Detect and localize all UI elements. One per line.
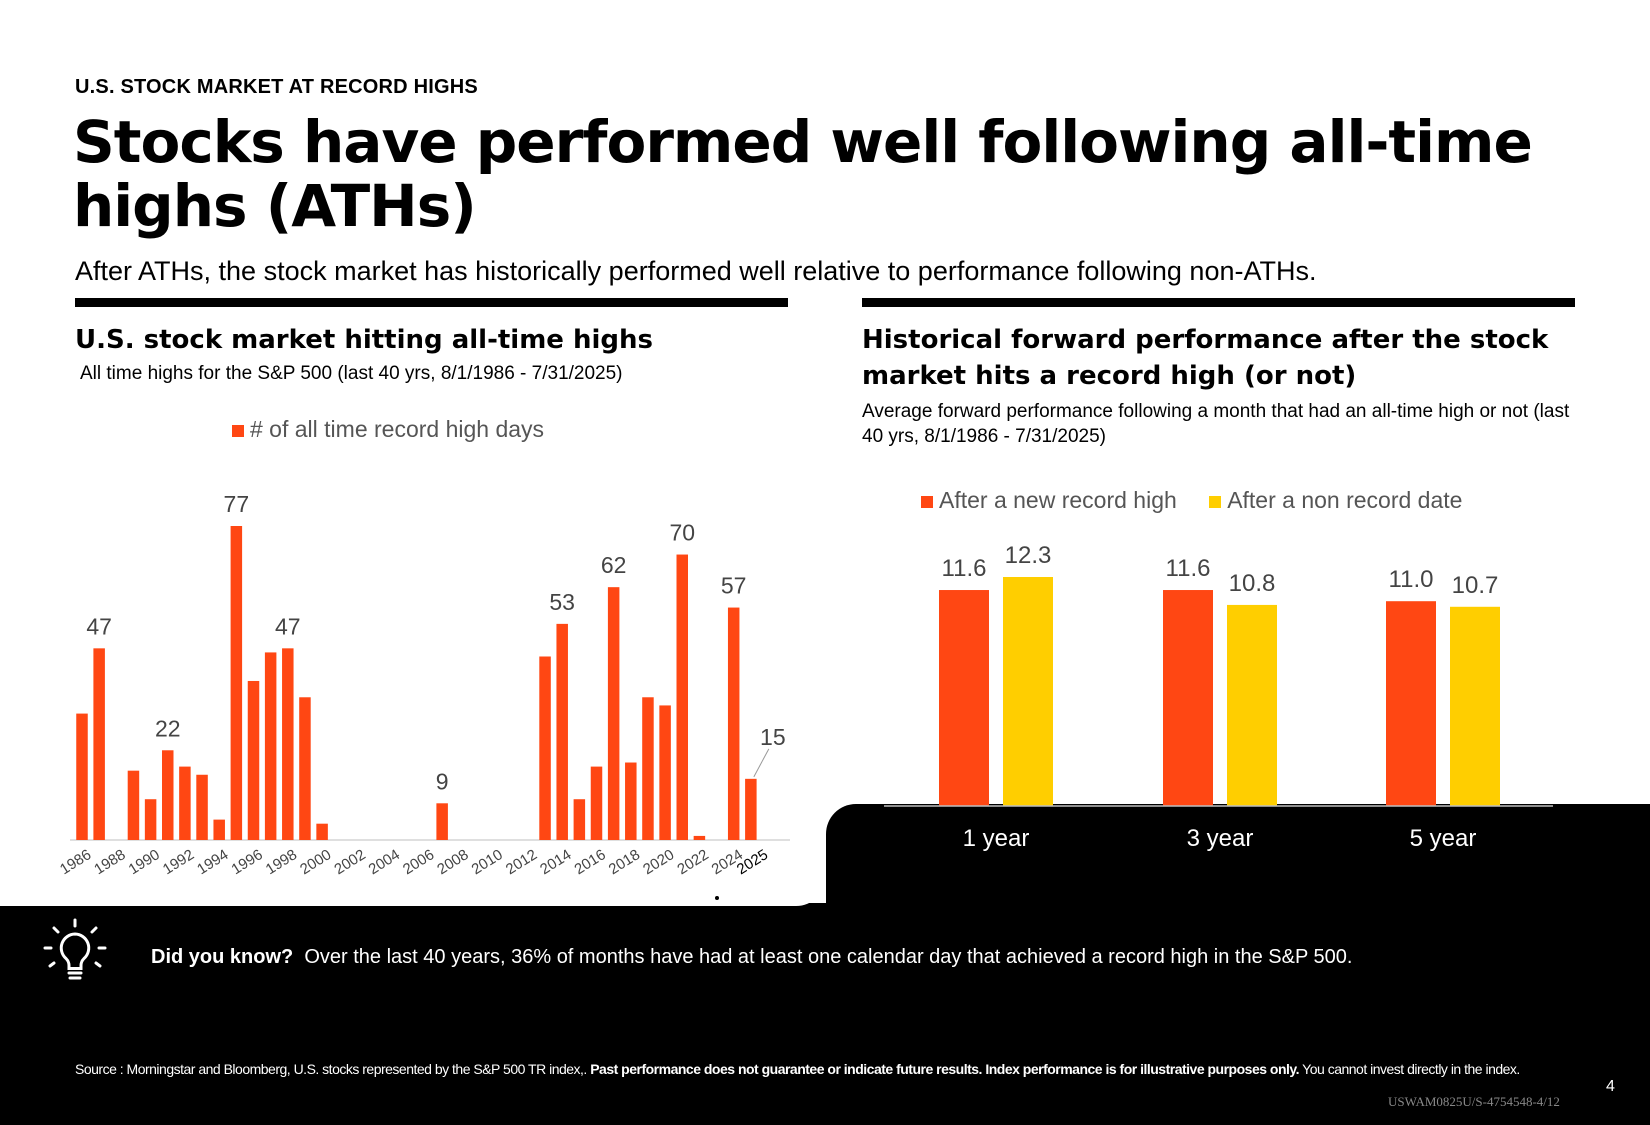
bar-1997 [264, 652, 277, 840]
data-label-2007: 9 [436, 768, 449, 794]
data-label-1-year-nonrecord: 12.3 [1005, 542, 1052, 569]
footer-band-notch [826, 804, 1650, 924]
bar-1994 [213, 819, 225, 840]
bar-1996 [247, 680, 260, 840]
bar-2014 [556, 623, 568, 840]
right-chart-legend: After a new record high After a non reco… [921, 487, 1488, 514]
page-subtitle: After ATHs, the stock market has histori… [75, 256, 1317, 286]
category-label-3-year: 3 year [1187, 825, 1254, 852]
left-divider [75, 298, 788, 307]
bar-2015 [573, 799, 586, 840]
bar-2007 [436, 803, 448, 840]
bar-5-year-record [1386, 601, 1436, 806]
bar-1986 [76, 713, 88, 840]
bar-2025 [745, 778, 757, 840]
data-label-2025: 15 [760, 724, 786, 750]
category-label-1-year: 1 year [963, 825, 1030, 852]
forward-performance-bar-chart: 11.6 12.3 1 year 11.6 10.8 3 year 11.0 10.7 5 ye… [884, 542, 1553, 852]
bar-1992 [179, 766, 191, 840]
bar-1993 [196, 774, 208, 840]
data-label-1995: 77 [224, 491, 250, 517]
did-you-know-label: Did you know? [151, 946, 294, 968]
bar-3-year-record [1163, 590, 1213, 806]
page-title: Stocks have performed well following all… [73, 108, 1533, 240]
bar-2019 [642, 697, 654, 840]
bar-2013 [539, 656, 551, 840]
bar-2017 [607, 587, 620, 840]
bar-1995 [230, 526, 243, 840]
data-label-1987: 47 [86, 613, 112, 639]
bar-2018 [625, 762, 637, 840]
source-prefix: Source : Morningstar and Bloomberg, U.S.… [75, 1061, 591, 1077]
bar-1-year-nonrecord [1003, 577, 1053, 806]
page-number: 4 [1606, 1078, 1615, 1095]
bar-1991 [162, 750, 174, 840]
bar-1987 [93, 648, 105, 840]
data-label-3-year-record: 11.6 [1166, 555, 1211, 582]
did-you-know: Did you know? Over the last 40 years, 36… [151, 946, 1352, 969]
category-label-5-year: 5 year [1410, 825, 1477, 852]
data-label-1-year-record: 11.6 [942, 555, 987, 582]
legend-swatch-orange [232, 424, 244, 437]
bar-1990 [144, 799, 157, 840]
source-disclaimer: Past performance does not guarantee or i… [590, 1061, 1300, 1077]
footer-band [0, 903, 1650, 1125]
leader-line-2025 [753, 748, 770, 778]
legend-label-record: After a new record high [939, 487, 1177, 513]
bar-5-year-nonrecord [1450, 606, 1500, 806]
left-chart-legend: # of all time record high days [232, 416, 544, 443]
left-chart-title: U.S. stock market hitting all-time highs [75, 325, 653, 355]
left-chart-subtitle: All time highs for the S&P 500 (last 40 … [80, 363, 623, 384]
data-label-5-year-record: 11.0 [1389, 566, 1434, 593]
legend-swatch-orange [921, 495, 933, 508]
data-label-2024: 57 [721, 573, 747, 599]
legend-swatch-yellow [1209, 495, 1222, 508]
legend-label-nonrecord: After a non record date [1227, 487, 1463, 513]
bar-2021 [676, 554, 688, 840]
eyebrow: U.S. STOCK MARKET AT RECORD HIGHS [75, 76, 478, 98]
bullet-dot [715, 896, 719, 900]
right-divider [862, 298, 1575, 307]
bar-2024 [727, 607, 740, 840]
legend-label: # of all time record high days [250, 416, 545, 442]
document-id: USWAM0825U/S-4754548-4/12 [1388, 1094, 1560, 1109]
data-label-2014: 53 [549, 589, 575, 615]
source-suffix: You cannot invest directly in the index. [1299, 1061, 1520, 1077]
bar-1999 [299, 697, 311, 840]
data-label-5-year-nonrecord: 10.7 [1452, 572, 1499, 599]
right-chart-subtitle: Average forward performance following a … [862, 401, 1570, 447]
bar-1998 [282, 648, 294, 840]
ath-days-bar-chart: 4722774795362705715198619881990199219941… [57, 491, 790, 900]
source-note: Source : Morningstar and Bloomberg, U.S.… [75, 1061, 1520, 1077]
bar-1-year-record [939, 590, 989, 806]
data-label-1991: 22 [155, 715, 181, 741]
bar-2016 [590, 766, 603, 840]
bar-2020 [659, 705, 671, 840]
bar-2000 [316, 823, 328, 840]
data-label-1998: 47 [275, 613, 301, 639]
bar-1989 [127, 770, 140, 840]
bar-3-year-nonrecord [1227, 604, 1277, 806]
data-label-3-year-nonrecord: 10.8 [1229, 570, 1276, 597]
right-chart-title: Historical forward performance after the… [862, 325, 1549, 391]
data-label-2021: 70 [669, 520, 695, 546]
did-you-know-text: Over the last 40 years, 36% of months ha… [304, 946, 1353, 968]
data-label-2017: 62 [601, 552, 627, 578]
lightbulb-icon [43, 918, 107, 980]
bar-2022 [693, 835, 706, 840]
